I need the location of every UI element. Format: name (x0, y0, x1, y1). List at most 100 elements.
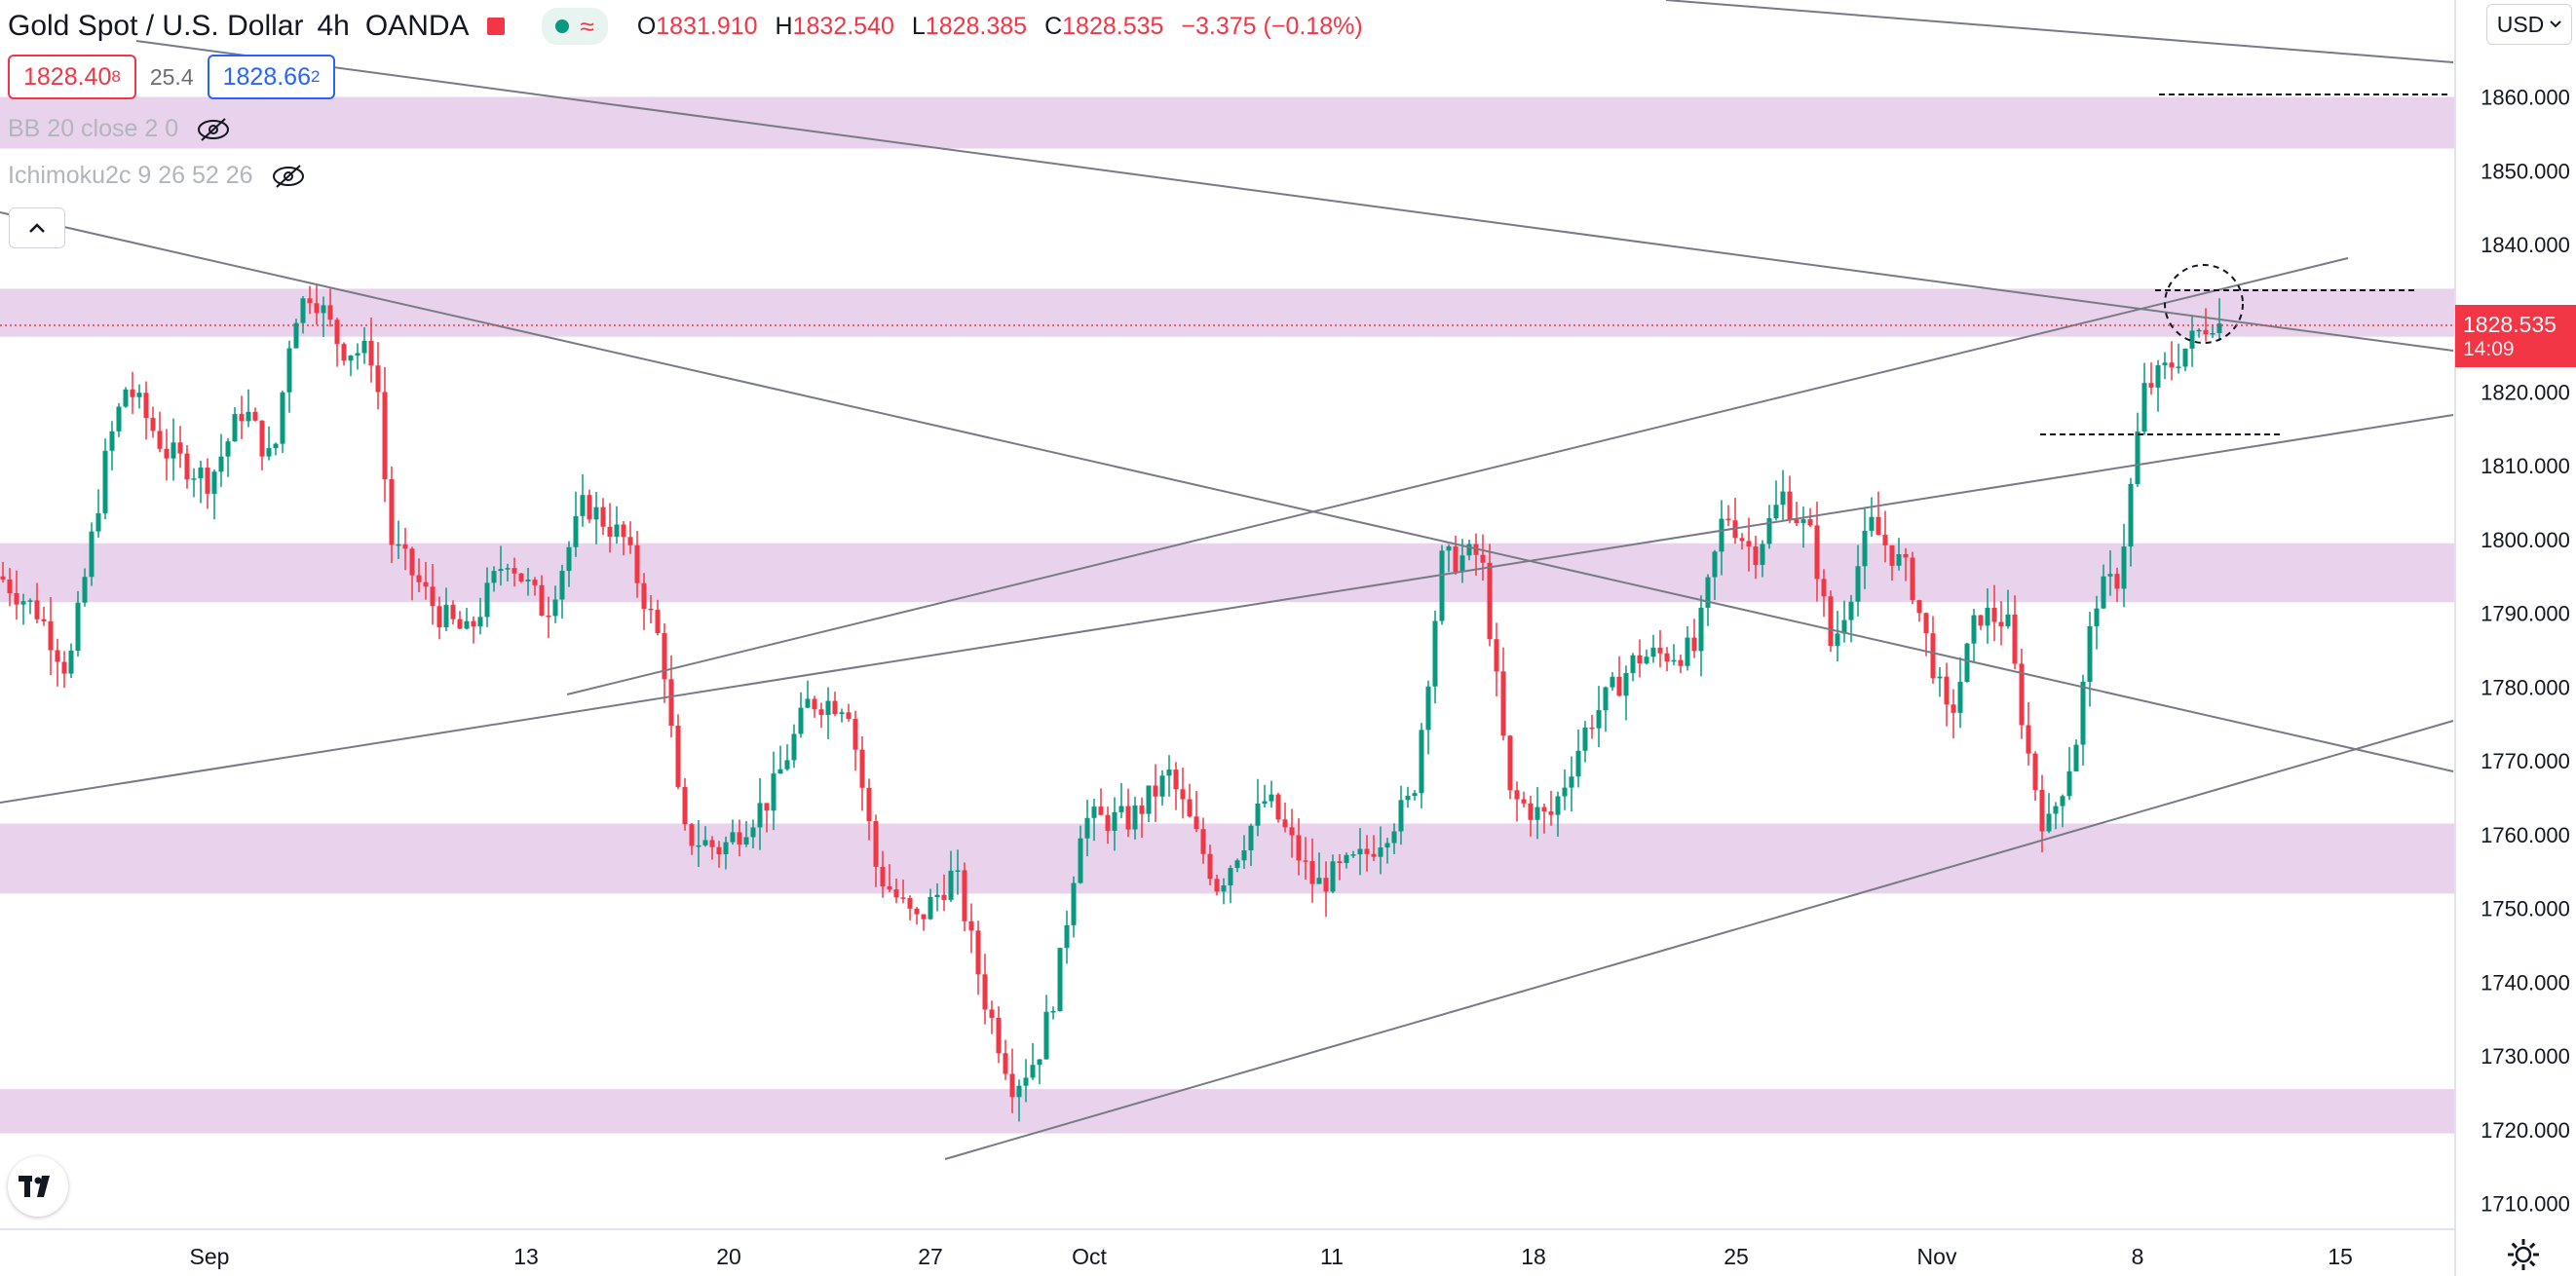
candle-body (737, 832, 742, 844)
candle-body (321, 305, 326, 314)
candle-body (1228, 868, 1233, 886)
trendline-descending-lower (0, 211, 2454, 772)
candle-body (2216, 323, 2222, 334)
candle-body (934, 894, 940, 898)
candle-body (2094, 608, 2100, 626)
chevron-down-icon (2550, 20, 2561, 28)
candle-body (1269, 794, 1274, 802)
interval-label[interactable]: 4h (317, 10, 350, 42)
candle-body (893, 889, 899, 898)
candle-body (1712, 551, 1718, 578)
candle-body (109, 431, 115, 451)
candle-body (1569, 776, 1574, 788)
candle-body (1991, 607, 1997, 622)
collapse-legend-button[interactable] (9, 207, 65, 248)
candle-body (1446, 545, 1452, 551)
eye-hidden-icon[interactable] (196, 117, 231, 142)
trendline-descending-upper (135, 40, 2454, 352)
symbol-legend: Gold Spot / U.S. Dollar 4h OANDA ≈ O1831… (8, 8, 1363, 45)
tradingview-logo-icon[interactable] (8, 1156, 68, 1217)
candle-body (491, 571, 497, 583)
candle-body (1459, 555, 1465, 573)
candle-body (273, 443, 279, 449)
candle-body (1964, 643, 1970, 683)
candle-body (1971, 615, 1977, 644)
candle-body (832, 700, 838, 714)
candle-body (484, 582, 490, 618)
y-tick-label: 1840.000 (2481, 233, 2570, 257)
candle-body (1719, 518, 1724, 552)
candle-body (1869, 516, 1875, 531)
eye-hidden-icon[interactable] (271, 164, 306, 189)
candle-body (941, 894, 947, 900)
candle-body (975, 930, 981, 975)
candle-body (2026, 725, 2031, 754)
candle-body (14, 592, 19, 605)
candle-body (1507, 735, 1513, 791)
candle-body (1255, 804, 1261, 826)
candle-body (1193, 816, 1199, 830)
candle-body (1766, 518, 1772, 544)
candle-body (1296, 835, 1302, 861)
candle-body (573, 515, 579, 547)
candle-body (900, 897, 906, 899)
candle-body (812, 698, 817, 710)
indicator-ichimoku[interactable]: Ichimoku2c 9 26 52 26 (8, 162, 306, 190)
candle-body (409, 548, 415, 576)
candle-body (1896, 554, 1902, 566)
candle-body (852, 719, 858, 750)
candle-body (696, 844, 701, 847)
candle-body (1698, 607, 1704, 652)
candle-body (689, 824, 695, 846)
candle-body (1957, 682, 1963, 713)
market-status-pill[interactable]: ≈ (541, 8, 608, 45)
candle-body (150, 418, 156, 432)
candle-body (1214, 879, 1220, 892)
settings-gear-icon[interactable] (2506, 1237, 2541, 1272)
candle-body (805, 698, 811, 708)
candle-body (634, 544, 640, 583)
candle-body (989, 1009, 995, 1018)
candle-body (1200, 829, 1206, 854)
candle-body (1432, 620, 1438, 687)
market-open-dot-icon (554, 19, 569, 33)
indicator-bb[interactable]: BB 20 close 2 0 (8, 115, 231, 143)
sell-button[interactable]: 1828.40 8 (8, 55, 136, 99)
candle-body (1589, 727, 1595, 730)
candle-body (1337, 861, 1343, 864)
bar-countdown: 14:09 (2463, 338, 2515, 360)
y-tick-label: 1750.000 (2481, 897, 2570, 921)
candle-body (798, 707, 804, 734)
candle-body (1787, 491, 1793, 520)
candle-body (866, 787, 872, 822)
currency-button[interactable]: USD (2486, 4, 2572, 45)
candle-body (1091, 807, 1097, 818)
candle-body (1419, 730, 1424, 794)
candle-body (1725, 518, 1731, 521)
candle-body (648, 608, 654, 611)
candle-body (396, 544, 401, 546)
flag-icon[interactable] (486, 18, 505, 35)
candle-body (1773, 505, 1779, 519)
candle-body (1118, 806, 1124, 812)
candle-body (2141, 383, 2147, 432)
candle-body (1480, 554, 1486, 563)
candle-body (1555, 796, 1561, 815)
candle-body (1582, 727, 1588, 751)
candle-body (450, 604, 456, 619)
candle-body (996, 1017, 1002, 1054)
buy-button[interactable]: 1828.66 2 (207, 55, 336, 99)
candle-body (1903, 554, 1909, 558)
candle-body (2176, 366, 2181, 368)
candle-body (511, 568, 517, 574)
candle-body (252, 411, 258, 421)
candle-body (1828, 596, 1834, 647)
candle-body (1159, 775, 1165, 797)
y-tick-label: 1720.000 (2481, 1118, 2570, 1143)
dashed-circle-highlight (2164, 264, 2244, 344)
candle-body (1678, 659, 1684, 666)
candle-body (2203, 329, 2209, 335)
candle-body (1453, 545, 1458, 573)
candle-body (368, 340, 374, 366)
